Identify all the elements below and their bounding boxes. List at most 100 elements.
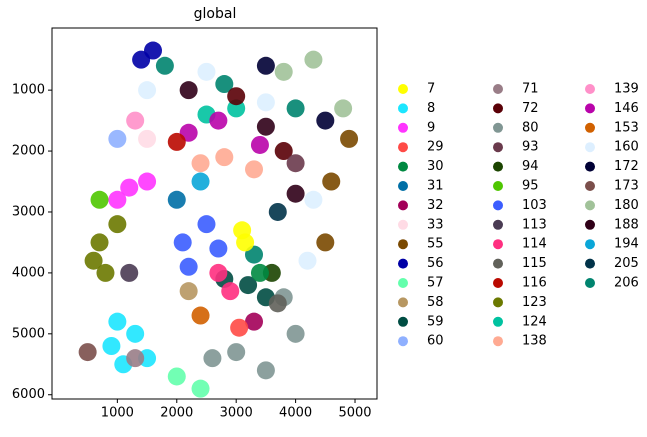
legend-label: 56 (427, 256, 444, 271)
point (84, 251, 103, 270)
point (221, 282, 240, 301)
point (215, 148, 234, 167)
legend-marker (585, 84, 595, 94)
x-tick-label: 3000 (220, 406, 253, 421)
legend-marker (493, 181, 503, 191)
legend-marker (585, 161, 595, 172)
legend-label: 139 (614, 82, 639, 97)
legend-marker (398, 84, 408, 94)
point (227, 343, 246, 362)
point (236, 233, 255, 252)
point (120, 263, 139, 282)
legend-label: 72 (522, 101, 539, 116)
point (268, 294, 287, 313)
legend-label: 58 (427, 295, 444, 310)
legend-marker (493, 316, 503, 327)
legend-marker (585, 278, 595, 288)
legend-marker (398, 316, 408, 327)
point (209, 263, 228, 282)
point (256, 93, 275, 112)
legend-label: 55 (427, 237, 444, 252)
point (215, 75, 234, 94)
legend-marker (398, 142, 408, 153)
point (108, 190, 127, 209)
legend-label: 160 (614, 140, 639, 155)
legend-marker (493, 161, 503, 172)
legend-label: 194 (614, 237, 639, 252)
point (274, 62, 293, 81)
legend-label: 57 (427, 276, 444, 291)
legend-marker (493, 142, 503, 153)
y-tick-label: 6000 (12, 387, 45, 402)
legend-label: 29 (427, 140, 444, 155)
legend-label: 153 (614, 120, 639, 135)
legend-marker (493, 297, 503, 308)
legend-label: 173 (614, 179, 639, 194)
legend-marker (493, 103, 503, 114)
legend-label: 71 (522, 82, 539, 97)
point (316, 111, 335, 130)
legend-label: 113 (522, 217, 547, 232)
legend-marker (585, 200, 595, 211)
point (108, 215, 127, 234)
legend-marker (398, 161, 408, 172)
legend-marker (585, 239, 595, 250)
legend-marker (398, 122, 408, 133)
legend-label: 146 (614, 101, 639, 116)
legend-label: 32 (427, 198, 444, 213)
legend-marker (398, 336, 408, 347)
point (96, 263, 115, 282)
point (316, 233, 335, 252)
point (191, 154, 210, 173)
legend-label: 59 (427, 314, 444, 329)
legend-label: 95 (522, 179, 539, 194)
legend-marker (493, 258, 503, 269)
legend-marker (493, 122, 503, 133)
point (173, 233, 192, 252)
point (209, 111, 228, 130)
point (334, 99, 353, 118)
point (245, 312, 264, 331)
y-tick-label: 4000 (12, 265, 45, 280)
legend-marker (493, 219, 503, 230)
point (90, 233, 109, 252)
point (179, 257, 198, 276)
point (209, 239, 228, 258)
point (191, 306, 210, 325)
point (167, 190, 186, 209)
chart-title: global (194, 6, 237, 22)
legend-label: 206 (614, 276, 639, 291)
legend-marker (398, 258, 408, 269)
point (274, 142, 293, 161)
point (138, 172, 157, 191)
point (138, 129, 157, 148)
point (256, 56, 275, 75)
point (203, 349, 222, 368)
point (304, 190, 323, 209)
point (245, 160, 264, 179)
y-tick-label: 1000 (12, 83, 45, 98)
x-tick-label: 4000 (279, 406, 312, 421)
point (256, 117, 275, 136)
legend-marker (585, 122, 595, 133)
point (90, 190, 109, 209)
point (126, 324, 145, 343)
point (108, 129, 127, 148)
point (250, 135, 269, 154)
y-tick-label: 2000 (12, 144, 45, 159)
legend-label: 60 (427, 334, 444, 349)
plot-frame (51, 27, 378, 400)
legend-marker (398, 181, 408, 191)
legend-marker (493, 200, 503, 211)
legend-marker (398, 103, 408, 114)
point (322, 172, 341, 191)
point (227, 87, 246, 106)
point (126, 111, 145, 130)
legend-label: 93 (522, 140, 539, 155)
point (78, 343, 97, 362)
legend-marker (585, 258, 595, 269)
x-tick-label: 1000 (101, 406, 134, 421)
legend-label: 138 (522, 334, 547, 349)
point (197, 62, 216, 81)
point (304, 50, 323, 69)
